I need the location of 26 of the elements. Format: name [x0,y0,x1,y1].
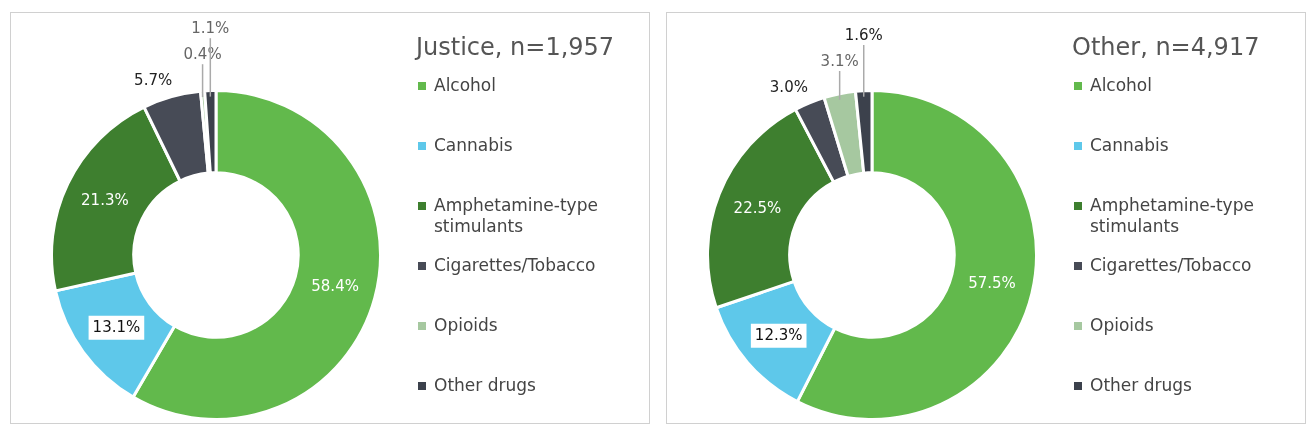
data-label: 3.1% [820,51,859,70]
legend-label: Cannabis [1090,135,1169,156]
data-label: 1.1% [191,19,230,38]
legend-label: Other drugs [434,375,536,396]
legend-label: Alcohol [434,75,496,96]
chart-title: Other, n=4,917 [1072,33,1261,61]
data-label: 0.4% [183,45,222,64]
data-label: 1.6% [844,25,883,44]
data-label: 58.4% [311,277,359,296]
legend-label: Cannabis [434,135,513,156]
data-label: 57.5% [968,273,1016,292]
text: Justice, n=1,957 [416,33,616,61]
data-label: 12.3% [754,325,803,344]
legend-label: Alcohol [1090,75,1152,96]
legend-label: Other drugs [1090,375,1192,396]
legend-label: Amphetamine-type stimulants [1090,195,1255,237]
legend-label: Opioids [434,315,498,336]
legend-label: Cigarettes/Tobacco [1090,255,1252,276]
data-label: 3.0% [769,77,808,96]
data-label: 5.7% [134,71,173,90]
legend-label: Opioids [1090,315,1154,336]
legend-label: Cigarettes/Tobacco [434,255,596,276]
data-label: 22.5% [733,199,782,218]
data-label: 21.3% [81,191,129,210]
data-label: 13.1% [92,317,141,336]
legend-label: Amphetamine-type stimulants [434,195,599,237]
